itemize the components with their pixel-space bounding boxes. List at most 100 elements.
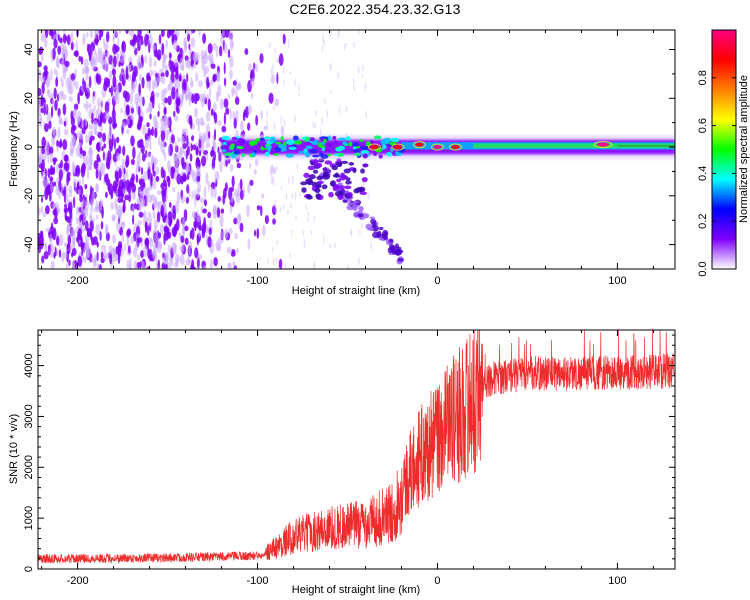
noise-speckle bbox=[349, 231, 352, 236]
noise-speckle bbox=[229, 37, 234, 51]
spectrogram-x-label: Height of straight line (km) bbox=[292, 285, 420, 297]
noise-speckle bbox=[160, 122, 165, 130]
noise-speckle bbox=[147, 103, 153, 113]
carrier-peak bbox=[370, 145, 379, 150]
noise-speckle bbox=[271, 163, 274, 169]
noise-speckle bbox=[102, 151, 105, 161]
noise-speckle bbox=[112, 74, 117, 88]
noise-speckle bbox=[274, 199, 276, 209]
noise-speckle bbox=[157, 200, 162, 208]
noise-speckle bbox=[167, 129, 170, 135]
noise-speckle bbox=[248, 162, 252, 169]
noise-speckle bbox=[310, 230, 312, 236]
branch-blob bbox=[352, 167, 357, 174]
noise-speckle bbox=[361, 221, 363, 230]
branch-blob bbox=[389, 243, 395, 251]
noise-speckle bbox=[143, 265, 148, 269]
noise-speckle bbox=[72, 124, 77, 131]
noise-speckle bbox=[121, 41, 125, 50]
noise-speckle bbox=[179, 245, 183, 252]
noise-speckle bbox=[42, 178, 48, 188]
noise-speckle bbox=[234, 188, 240, 198]
noise-speckle bbox=[79, 214, 82, 223]
noise-speckle bbox=[44, 123, 49, 133]
noise-speckle bbox=[130, 158, 135, 165]
noise-speckle bbox=[299, 191, 301, 197]
noise-speckle bbox=[84, 220, 89, 232]
noise-speckle bbox=[53, 217, 59, 225]
noise-speckle bbox=[189, 230, 192, 240]
noise-speckle bbox=[188, 247, 191, 256]
noise-speckle bbox=[322, 234, 325, 245]
noise-speckle bbox=[131, 65, 134, 71]
noise-speckle bbox=[152, 242, 158, 254]
colorbar-tick-label: 0.6 bbox=[697, 118, 709, 133]
noise-speckle bbox=[66, 242, 71, 250]
carrier-blob bbox=[360, 150, 370, 155]
noise-speckle bbox=[144, 237, 149, 247]
spectrogram-y-tick-label: 20 bbox=[23, 92, 35, 104]
noise-speckle bbox=[111, 213, 117, 221]
noise-speckle bbox=[256, 228, 260, 239]
noise-speckle bbox=[95, 109, 99, 119]
noise-speckle bbox=[223, 42, 228, 54]
carrier-peak bbox=[393, 145, 402, 150]
noise-speckle bbox=[136, 34, 141, 45]
branch-blob bbox=[308, 174, 316, 180]
noise-speckle bbox=[228, 227, 233, 235]
carrier-blob bbox=[286, 139, 296, 145]
noise-speckle bbox=[154, 226, 157, 234]
noise-speckle bbox=[126, 235, 130, 247]
noise-speckle bbox=[149, 238, 154, 248]
noise-speckle bbox=[216, 207, 221, 218]
noise-speckle bbox=[218, 45, 223, 57]
noise-speckle bbox=[191, 190, 194, 200]
carrier-peak-ring bbox=[367, 143, 381, 151]
noise-speckle bbox=[114, 30, 118, 39]
noise-speckle bbox=[54, 99, 58, 111]
noise-speckle bbox=[38, 207, 41, 216]
noise-speckle bbox=[45, 205, 50, 215]
noise-speckle bbox=[171, 86, 176, 100]
noise-speckle bbox=[250, 92, 254, 100]
noise-speckle bbox=[112, 233, 116, 244]
noise-speckle bbox=[125, 104, 130, 116]
noise-speckle bbox=[313, 261, 315, 269]
noise-speckle bbox=[196, 187, 200, 198]
noise-speckle bbox=[160, 205, 165, 217]
carrier-peak-ring bbox=[412, 141, 426, 149]
noise-speckle bbox=[236, 247, 239, 254]
noise-speckle bbox=[224, 30, 230, 38]
noise-speckle bbox=[129, 39, 134, 46]
noise-speckle bbox=[276, 239, 279, 246]
noise-speckle bbox=[160, 89, 166, 102]
noise-speckle bbox=[174, 71, 179, 80]
noise-speckle bbox=[368, 190, 370, 201]
branch-blob bbox=[329, 180, 336, 187]
carrier-blob bbox=[362, 153, 368, 159]
branch-blob bbox=[345, 180, 352, 185]
snr-x-tick-label: 100 bbox=[608, 575, 626, 587]
carrier-blob bbox=[275, 141, 282, 145]
noise-speckle bbox=[239, 120, 244, 132]
noise-speckle bbox=[199, 197, 205, 204]
noise-speckle bbox=[59, 37, 63, 44]
noise-speckle bbox=[184, 55, 189, 62]
noise-speckle bbox=[254, 63, 259, 73]
noise-speckle bbox=[126, 259, 130, 269]
noise-speckle bbox=[280, 184, 283, 191]
spectrogram-y-tick-label: -20 bbox=[23, 188, 35, 204]
noise-speckle bbox=[116, 152, 121, 162]
noise-speckle bbox=[217, 146, 220, 154]
noise-speckle bbox=[155, 175, 160, 182]
noise-speckle bbox=[58, 163, 62, 169]
noise-speckle bbox=[164, 116, 170, 129]
noise-speckle bbox=[66, 34, 71, 46]
noise-speckle bbox=[84, 183, 88, 190]
noise-speckle bbox=[322, 32, 324, 43]
noise-speckle bbox=[298, 91, 300, 98]
noise-speckle bbox=[66, 216, 72, 223]
noise-speckle bbox=[192, 144, 197, 151]
